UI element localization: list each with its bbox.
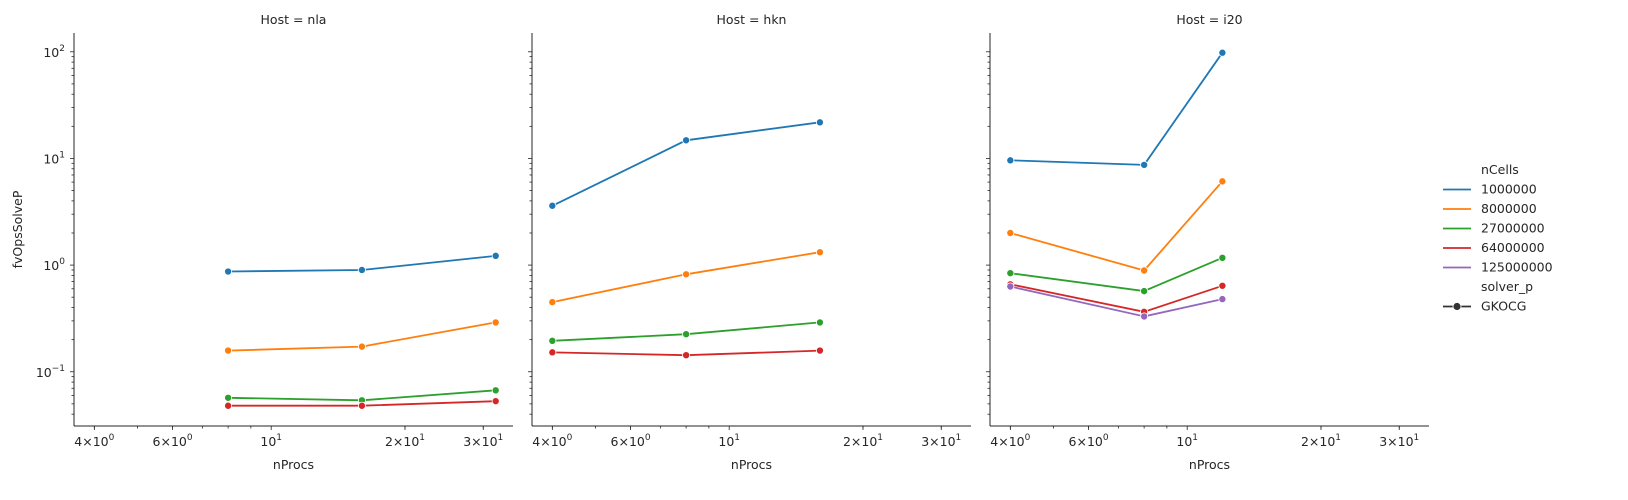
data-point-125000000 [1218, 295, 1227, 304]
legend-label-64000000: 64000000 [1481, 240, 1545, 255]
x-axis-label: nProcs [1189, 457, 1230, 472]
x-axis-label: nProcs [731, 457, 772, 472]
data-point-8000000 [1006, 228, 1015, 237]
x-tick-label: 6×100 [611, 433, 651, 449]
data-point-27000000 [491, 386, 500, 395]
data-point-64000000 [548, 348, 557, 357]
data-point-27000000 [1006, 269, 1015, 278]
data-point-64000000 [1218, 281, 1227, 290]
data-point-8000000 [224, 346, 233, 355]
legend-style-title: solver_p [1481, 279, 1533, 294]
legend-style-marker [1452, 302, 1462, 311]
panel-2: Host = hkn 4×100 6×100 101 2×101 3×101 nProcs [528, 12, 971, 472]
data-point-64000000 [224, 401, 233, 410]
x-tick-label: 101 [1176, 433, 1198, 449]
panel-title: Host = nla [261, 12, 327, 27]
panel-title: Host = hkn [717, 12, 787, 27]
y-tick-label: 10−1 [36, 364, 65, 380]
x-tick-label: 2×101 [843, 433, 883, 449]
y-axis-label: fvOpsSolveP [10, 190, 25, 268]
data-point-1000000 [1218, 48, 1227, 57]
data-point-1000000 [682, 136, 691, 145]
data-point-8000000 [1140, 266, 1149, 275]
data-point-1000000 [224, 267, 233, 276]
data-point-8000000 [815, 248, 824, 257]
legend: nCells 1000000 8000000 27000000 64000000 1250… [1443, 162, 1553, 314]
data-point-1000000 [1140, 160, 1149, 169]
series-line-64000000 [1010, 283, 1223, 313]
data-point-27000000 [682, 330, 691, 339]
x-tick-label: 4×100 [532, 433, 572, 449]
legend-label-27000000: 27000000 [1481, 221, 1545, 236]
data-point-1000000 [491, 251, 500, 260]
series-line-8000000 [1010, 180, 1224, 272]
panel-title: Host = i20 [1176, 12, 1242, 27]
legend-style-label: GKOCG [1481, 299, 1526, 314]
data-point-125000000 [1006, 282, 1015, 291]
data-point-1000000 [815, 118, 824, 127]
panel-1: Host = nla 4×100 6×100 101 2×101 3×101 nProcs 1… [10, 12, 513, 472]
x-tick-label: 3×101 [1379, 433, 1419, 449]
x-tick-label: 4×100 [990, 433, 1030, 449]
legend-hue-title: nCells [1481, 162, 1519, 177]
x-tick-label: 6×100 [1069, 433, 1109, 449]
data-point-27000000 [548, 336, 557, 345]
data-point-1000000 [1006, 156, 1015, 165]
x-tick-label: 2×101 [1301, 433, 1341, 449]
series-line-1000000 [551, 121, 821, 207]
data-point-8000000 [357, 342, 366, 351]
x-tick-label: 4×100 [74, 433, 114, 449]
legend-label-8000000: 8000000 [1481, 201, 1537, 216]
x-tick-label: 101 [260, 433, 282, 449]
x-tick-label: 101 [718, 433, 740, 449]
data-point-125000000 [1140, 312, 1149, 321]
panel-3: Host = i20 4×100 6×100 101 2×101 3×101 nProcs [986, 12, 1429, 472]
data-point-27000000 [1140, 287, 1149, 296]
x-tick-label: 3×101 [463, 433, 503, 449]
x-tick-label: 3×101 [921, 433, 961, 449]
y-tick-label: 100 [43, 257, 65, 273]
data-point-8000000 [491, 318, 500, 327]
series-line-1000000 [1010, 52, 1224, 166]
y-tick-label: 102 [43, 44, 65, 60]
data-point-27000000 [815, 318, 824, 327]
data-point-1000000 [548, 201, 557, 210]
legend-label-125000000: 125000000 [1481, 260, 1553, 275]
data-point-1000000 [357, 265, 366, 274]
data-point-64000000 [682, 351, 691, 360]
x-tick-label: 2×101 [385, 433, 425, 449]
data-point-8000000 [1218, 177, 1227, 186]
y-tick-label: 101 [43, 150, 65, 166]
data-point-64000000 [815, 346, 824, 355]
data-point-27000000 [224, 393, 233, 402]
data-point-8000000 [548, 298, 557, 307]
x-tick-label: 6×100 [153, 433, 193, 449]
x-axis-label: nProcs [273, 457, 314, 472]
data-point-8000000 [682, 270, 691, 279]
data-point-64000000 [491, 397, 500, 406]
data-point-27000000 [1218, 253, 1227, 262]
data-point-64000000 [357, 401, 366, 410]
legend-label-1000000: 1000000 [1481, 182, 1537, 197]
